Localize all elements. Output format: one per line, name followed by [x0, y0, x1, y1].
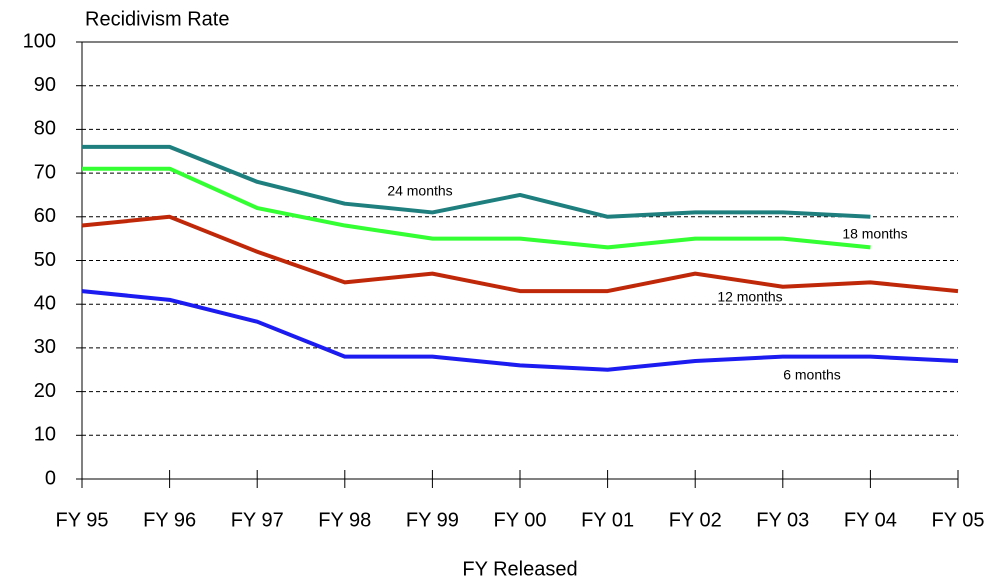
y-tick-label: 0: [45, 467, 56, 489]
x-tick-label: FY 99: [406, 509, 459, 531]
y-tick-label: 20: [34, 380, 56, 402]
x-tick-label: FY 04: [844, 509, 897, 531]
y-tick-label: 80: [34, 118, 56, 140]
series-line: [82, 144, 871, 219]
x-tick-label: FY 01: [581, 509, 634, 531]
y-tick-label: 60: [34, 205, 56, 227]
x-tick-label: FY 98: [318, 509, 371, 531]
y-tick-label: 70: [34, 161, 56, 183]
y-tick-label: 30: [34, 336, 56, 358]
y-tick-label: 90: [34, 74, 56, 96]
x-tick-label: FY 95: [56, 509, 109, 531]
series-label: 12 months: [717, 289, 782, 305]
chart-title: Recidivism Rate: [85, 8, 229, 30]
x-tick-label: FY 03: [756, 509, 809, 531]
x-tick-label: FY 05: [932, 509, 985, 531]
series-line: [81, 214, 959, 294]
y-tick-label: 50: [34, 249, 56, 271]
series-label: 24 months: [387, 183, 452, 199]
y-tick-label: 40: [34, 292, 56, 314]
series-line: [81, 289, 959, 372]
y-tick-label: 10: [34, 424, 56, 446]
x-tick-label: FY 00: [494, 509, 547, 531]
x-tick-label: FY 97: [231, 509, 284, 531]
x-axis-label: FY Released: [462, 558, 577, 580]
y-tick-label: 100: [23, 30, 56, 52]
x-tick-label: FY 96: [143, 509, 196, 531]
series-label: 18 months: [842, 226, 907, 242]
x-tick-label: FY 02: [669, 509, 722, 531]
series-label: 6 months: [783, 367, 841, 383]
series-line: [82, 166, 871, 250]
